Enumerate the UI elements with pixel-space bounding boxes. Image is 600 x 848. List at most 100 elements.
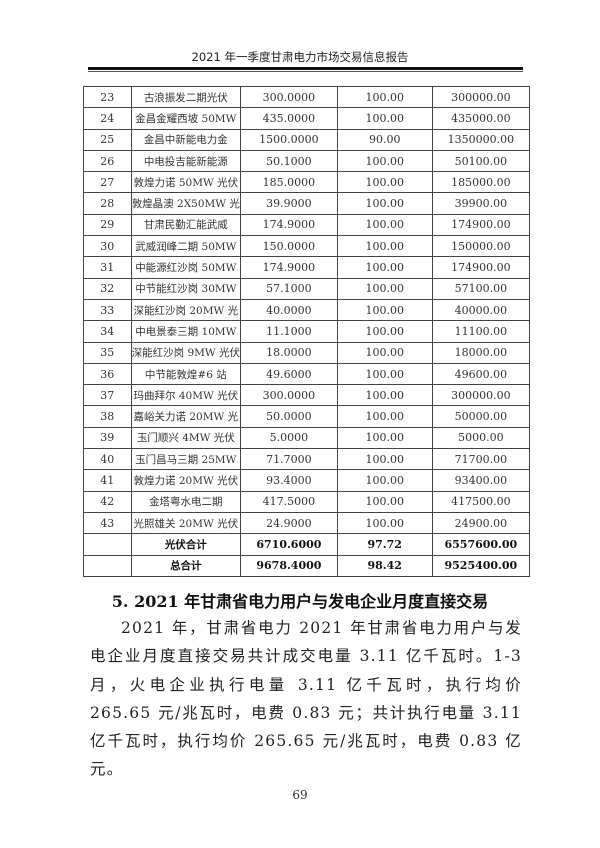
table-cell: 150.0000	[240, 235, 338, 258]
table-cell: 42	[83, 490, 132, 513]
table-row: 41 敦煌力诺 20MW 光伏 93.4000 100.00 93400.00	[83, 469, 531, 492]
table-cell: 玉门顺兴 4MW 光伏	[130, 426, 242, 450]
table-row: 35 深能红沙岗 9MW 光伏 18.0000 100.00 18000.00	[83, 341, 531, 364]
table-cell: 174900.00	[431, 256, 531, 279]
table-cell: 38	[83, 405, 132, 428]
table-cell: 300000.00	[431, 85, 531, 109]
table-cell: 100.00	[336, 405, 433, 428]
table-cell: 50.0000	[240, 405, 338, 428]
header-rule	[88, 67, 523, 70]
table-cell: 435.0000	[240, 107, 338, 130]
table-cell: 50100.00	[431, 149, 531, 173]
table-row: 23 古浪振发二期光伏 300.0000 100.00 300000.00	[83, 85, 531, 109]
table-cell: 金塔粤水电二期	[130, 490, 242, 513]
table-row: 27 敦煌力诺 50MW 光伏 185.0000 100.00 185000.00	[83, 171, 531, 194]
table-cell: 24	[83, 107, 132, 130]
header-rule-thin	[88, 71, 523, 72]
table-cell: 71.7000	[240, 448, 338, 471]
table-cell: 敦煌晶澳 2X50MW 光	[130, 192, 242, 215]
table-cell: 1350000.00	[431, 128, 531, 151]
table-row: 29 甘肃民勤汇能武威 174.9000 100.00 174900.00	[83, 213, 531, 237]
table-cell: 28	[83, 192, 132, 215]
table-cell: 150000.00	[431, 235, 531, 258]
table-cell: 5000.00	[431, 426, 531, 450]
table-cell: 玉门昌马三期 25MW	[130, 448, 242, 471]
total-row: 光伏合计 6710.6000 97.72 6557600.00	[83, 533, 531, 556]
table-cell: 100.00	[336, 320, 433, 343]
table-cell: 100.00	[336, 362, 433, 386]
table-cell: 30	[83, 235, 132, 258]
table-cell: 49600.00	[431, 362, 531, 386]
page-number: 69	[292, 788, 308, 802]
table-cell: 40	[83, 448, 132, 471]
table-row: 24 金昌金耀西坡 50MW 435.0000 100.00 435000.00	[83, 107, 531, 130]
table-cell: 57100.00	[431, 277, 531, 300]
table-row: 36 中节能敦煌#6 站 49.6000 100.00 49600.00	[83, 362, 531, 386]
table-row: 30 武威润峰二期 50MW 150.0000 100.00 150000.00	[83, 235, 531, 258]
table-cell: 金昌金耀西坡 50MW	[130, 107, 242, 130]
table-cell: 100.00	[336, 426, 433, 450]
table-cell: 26	[83, 149, 132, 173]
table-cell: 古浪振发二期光伏	[130, 85, 242, 109]
table-cell: 11.1000	[240, 320, 338, 343]
table-cell: 300000.00	[431, 384, 531, 407]
table-cell: 9525400.00	[431, 554, 531, 577]
table-cell: 100.00	[336, 213, 433, 237]
section-heading: 5. 2021 年甘肃省电力用户与发电企业月度直接交易	[111, 592, 489, 611]
table-cell: 25	[83, 128, 132, 151]
table-cell: 90.00	[336, 128, 433, 151]
table-cell: 中能源红沙岗 50MW	[130, 256, 242, 279]
table-cell: 417.5000	[240, 490, 338, 513]
table-cell: 97.72	[336, 533, 433, 556]
table-cell: 39.9000	[240, 192, 338, 215]
table-cell: 34	[83, 320, 132, 343]
section-paragraph: 2021 年，甘肃省电力 2021 年甘肃省电力用户与发电企业月度直接交易共计成…	[90, 619, 522, 779]
table-cell: 5.0000	[240, 426, 338, 450]
table-cell: 93.4000	[240, 469, 338, 492]
table-cell: 中节能敦煌#6 站	[130, 362, 242, 386]
table-cell	[83, 533, 132, 556]
table-cell: 174900.00	[431, 213, 531, 237]
table-cell: 深能红沙岗 9MW 光伏	[130, 341, 242, 364]
table-cell: 41	[83, 469, 132, 492]
table-cell: 甘肃民勤汇能武威	[130, 213, 242, 237]
trading-table: 23 古浪振发二期光伏 300.0000 100.00 300000.00 24 金昌金耀西…	[83, 85, 531, 577]
table-cell: 100.00	[336, 149, 433, 173]
table-cell: 11100.00	[431, 320, 531, 343]
table-cell: 100.00	[336, 107, 433, 130]
table-cell: 武威润峰二期 50MW	[130, 235, 242, 258]
table-cell: 100.00	[336, 384, 433, 407]
table-row: 43 光照雄关 20MW 光伏 24.9000 100.00 24900.00	[83, 511, 531, 535]
table-cell: 光伏合计	[130, 533, 242, 556]
table-cell: 100.00	[336, 511, 433, 535]
table-cell: 49.6000	[240, 362, 338, 386]
table-cell: 300.0000	[240, 384, 338, 407]
table-cell: 100.00	[336, 448, 433, 471]
table-cell: 417500.00	[431, 490, 531, 513]
table-cell: 18.0000	[240, 341, 338, 364]
table-cell: 57.1000	[240, 277, 338, 300]
table-cell: 100.00	[336, 469, 433, 492]
table-cell: 29	[83, 213, 132, 237]
table-row: 26 中电投吉能新能源 50.1000 100.00 50100.00	[83, 149, 531, 173]
table-cell: 深能红沙岗 20MW 光	[130, 298, 242, 322]
table-cell: 93400.00	[431, 469, 531, 492]
table-cell: 33	[83, 298, 132, 322]
table-cell: 98.42	[336, 554, 433, 577]
table-cell: 敦煌力诺 50MW 光伏	[130, 171, 242, 194]
table-cell: 71700.00	[431, 448, 531, 471]
total-row: 总合计 9678.4000 98.42 9525400.00	[83, 554, 531, 577]
table-cell: 敦煌力诺 20MW 光伏	[130, 469, 242, 492]
table-cell: 100.00	[336, 235, 433, 258]
table-cell	[83, 554, 132, 577]
table-row: 38 嘉峪关力诺 20MW 光 50.0000 100.00 50000.00	[83, 405, 531, 428]
table-row: 28 敦煌晶澳 2X50MW 光 39.9000 100.00 39900.00	[83, 192, 531, 215]
table-cell: 32	[83, 277, 132, 300]
table-cell: 100.00	[336, 490, 433, 513]
table-row: 32 中节能红沙岗 30MW 57.1000 100.00 57100.00	[83, 277, 531, 300]
table-cell: 18000.00	[431, 341, 531, 364]
table-cell: 中节能红沙岗 30MW	[130, 277, 242, 300]
table-cell: 中电景泰三期 10MW	[130, 320, 242, 343]
table-cell: 9678.4000	[240, 554, 338, 577]
table-cell: 300.0000	[240, 85, 338, 109]
